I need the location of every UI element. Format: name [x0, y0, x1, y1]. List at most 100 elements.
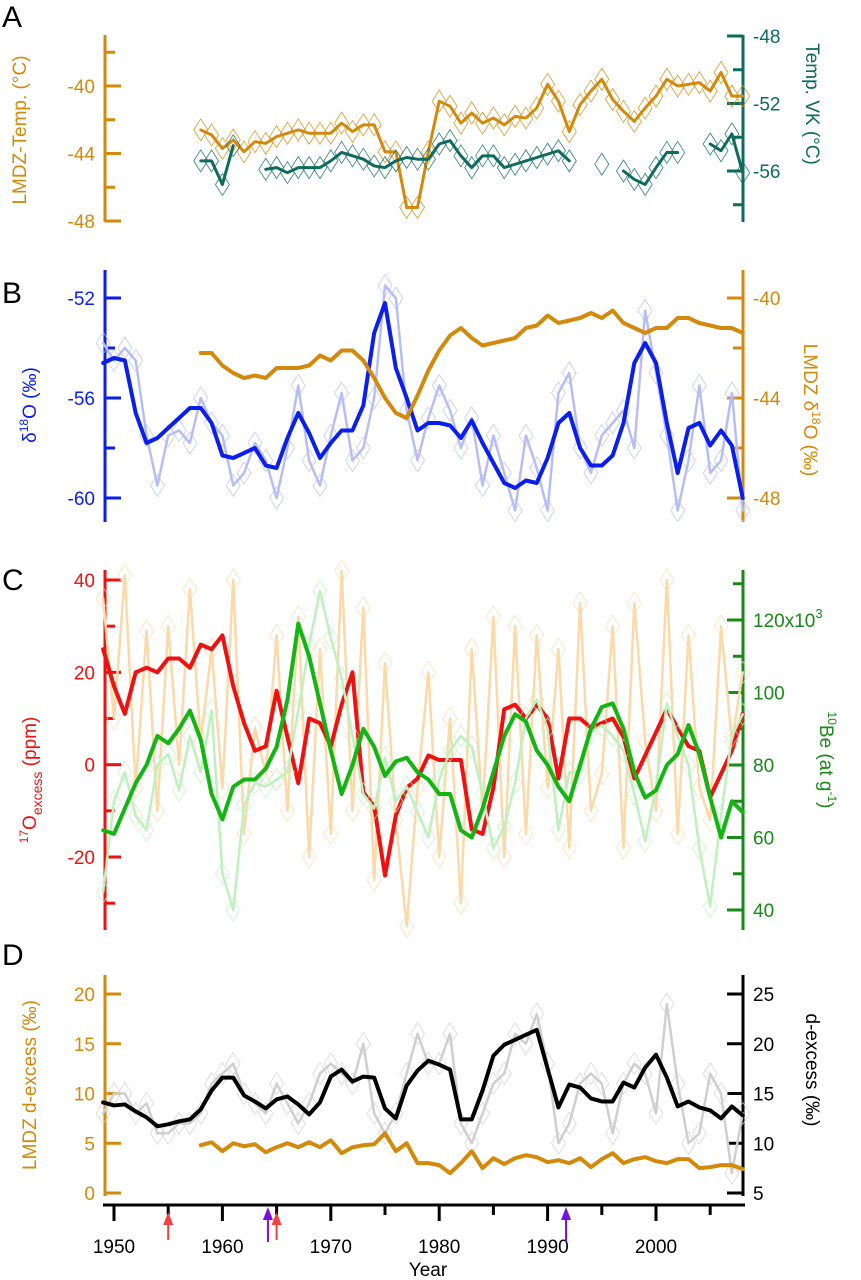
x-axis-tick-label: 1960 [201, 1237, 243, 1258]
data-point-marker [518, 822, 534, 846]
series-d-excess-smoothed [101, 1027, 745, 1129]
data-point-marker [572, 760, 588, 784]
panel-label-a: A [2, 1, 22, 34]
data-point-marker [301, 121, 317, 145]
left-axis-tick-label: 20 [74, 663, 95, 684]
data-point-marker [182, 577, 198, 601]
left-axis-tick-label: 40 [74, 571, 95, 592]
data-point-marker [410, 800, 425, 824]
data-point-marker [485, 423, 501, 448]
data-point-marker [735, 702, 751, 726]
data-point-marker [496, 155, 512, 180]
data-point-marker [453, 111, 469, 135]
panel-a-right-axis-label: Temp. VK (°C) [801, 43, 822, 165]
x-axis-tick-label: 1990 [526, 1237, 568, 1258]
data-point-marker [529, 688, 545, 712]
data-point-marker [366, 386, 382, 410]
data-point-marker [659, 691, 675, 716]
right-axis-tick-label: -52 [753, 95, 780, 116]
data-point-marker [442, 706, 458, 731]
data-point-marker [475, 144, 491, 168]
data-point-marker [355, 113, 371, 137]
left-axis-tick-label: -52 [68, 289, 95, 310]
data-point-marker [345, 724, 360, 748]
data-point-marker [410, 195, 425, 220]
data-point-marker [702, 894, 718, 919]
arrow-head [262, 1207, 273, 1220]
data-point-marker [247, 129, 263, 154]
data-point-marker [279, 436, 295, 460]
data-point-marker [323, 626, 339, 650]
data-point-marker [475, 473, 491, 498]
label-part: Be (at g [815, 725, 836, 792]
data-point-marker [431, 845, 447, 869]
data-point-marker [182, 431, 198, 455]
data-point-marker [312, 473, 328, 498]
data-point-marker [377, 155, 393, 180]
data-point-marker [485, 106, 501, 130]
data-point-marker [420, 140, 436, 164]
data-point-marker [312, 155, 328, 180]
data-point-marker [431, 89, 447, 113]
x-axis-tick-label: 2000 [635, 1237, 677, 1258]
data-point-marker [691, 1121, 707, 1146]
data-point-marker [605, 724, 621, 748]
series--18o-raw [95, 273, 751, 523]
data-point-marker [485, 1071, 501, 1096]
series-line [621, 150, 680, 186]
data-point-marker [670, 498, 686, 523]
data-point-marker [540, 498, 556, 523]
right-axis-tick-label: 40 [753, 901, 774, 922]
x-axis-tick-label: 1980 [418, 1237, 460, 1258]
data-point-marker [594, 713, 610, 737]
data-point-marker [572, 591, 588, 615]
data-point-marker [258, 131, 274, 156]
data-point-marker [269, 124, 285, 149]
data-point-marker [702, 132, 718, 156]
data-point-marker [453, 436, 469, 460]
panel-b-right-axis-label: LMDZ δ18O (‰) [799, 344, 823, 477]
data-point-marker [550, 637, 566, 661]
data-point-marker [182, 724, 198, 748]
data-point-marker [659, 140, 675, 165]
data-point-marker [496, 1061, 512, 1086]
data-point-marker [334, 1061, 350, 1086]
data-point-marker [388, 789, 404, 813]
data-point-marker [334, 666, 350, 690]
series-line [199, 144, 235, 186]
data-point-marker [540, 717, 556, 741]
right-axis-tick-label: 20 [753, 1035, 774, 1056]
left-axis-tick-label: -40 [68, 77, 95, 98]
data-point-marker [323, 121, 339, 145]
data-point-marker [193, 149, 209, 173]
left-axis-tick-label: 20 [74, 985, 95, 1006]
data-point-marker [605, 1121, 621, 1146]
data-point-marker [312, 1061, 328, 1086]
data-point-marker [334, 140, 350, 165]
data-point-marker [637, 172, 653, 197]
data-point-marker [399, 914, 415, 938]
x-axis: 1950 1960 1970 1980 1990 2000 [93, 1203, 745, 1258]
label-part: ) [815, 802, 836, 808]
data-point-marker [702, 79, 718, 103]
data-point-marker [355, 782, 371, 806]
data-point-marker [269, 1071, 285, 1096]
data-point-marker [464, 735, 480, 759]
data-point-marker [355, 147, 371, 171]
data-point-marker [420, 406, 436, 430]
data-point-marker [648, 1101, 664, 1126]
data-point-marker [312, 579, 328, 603]
left-axis-tick-label: -20 [68, 848, 95, 869]
data-point-marker [626, 436, 642, 460]
data-point-marker [171, 418, 187, 443]
data-point-marker [659, 423, 675, 448]
series-line [708, 132, 745, 175]
data-point-marker [550, 89, 566, 113]
data-point-marker [139, 818, 154, 842]
data-point-marker [117, 563, 133, 588]
data-point-marker [149, 753, 165, 777]
data-point-marker [139, 619, 154, 643]
data-point-marker [518, 1032, 534, 1056]
label-part: O (‰) [20, 367, 41, 419]
data-point-marker [550, 1131, 566, 1155]
